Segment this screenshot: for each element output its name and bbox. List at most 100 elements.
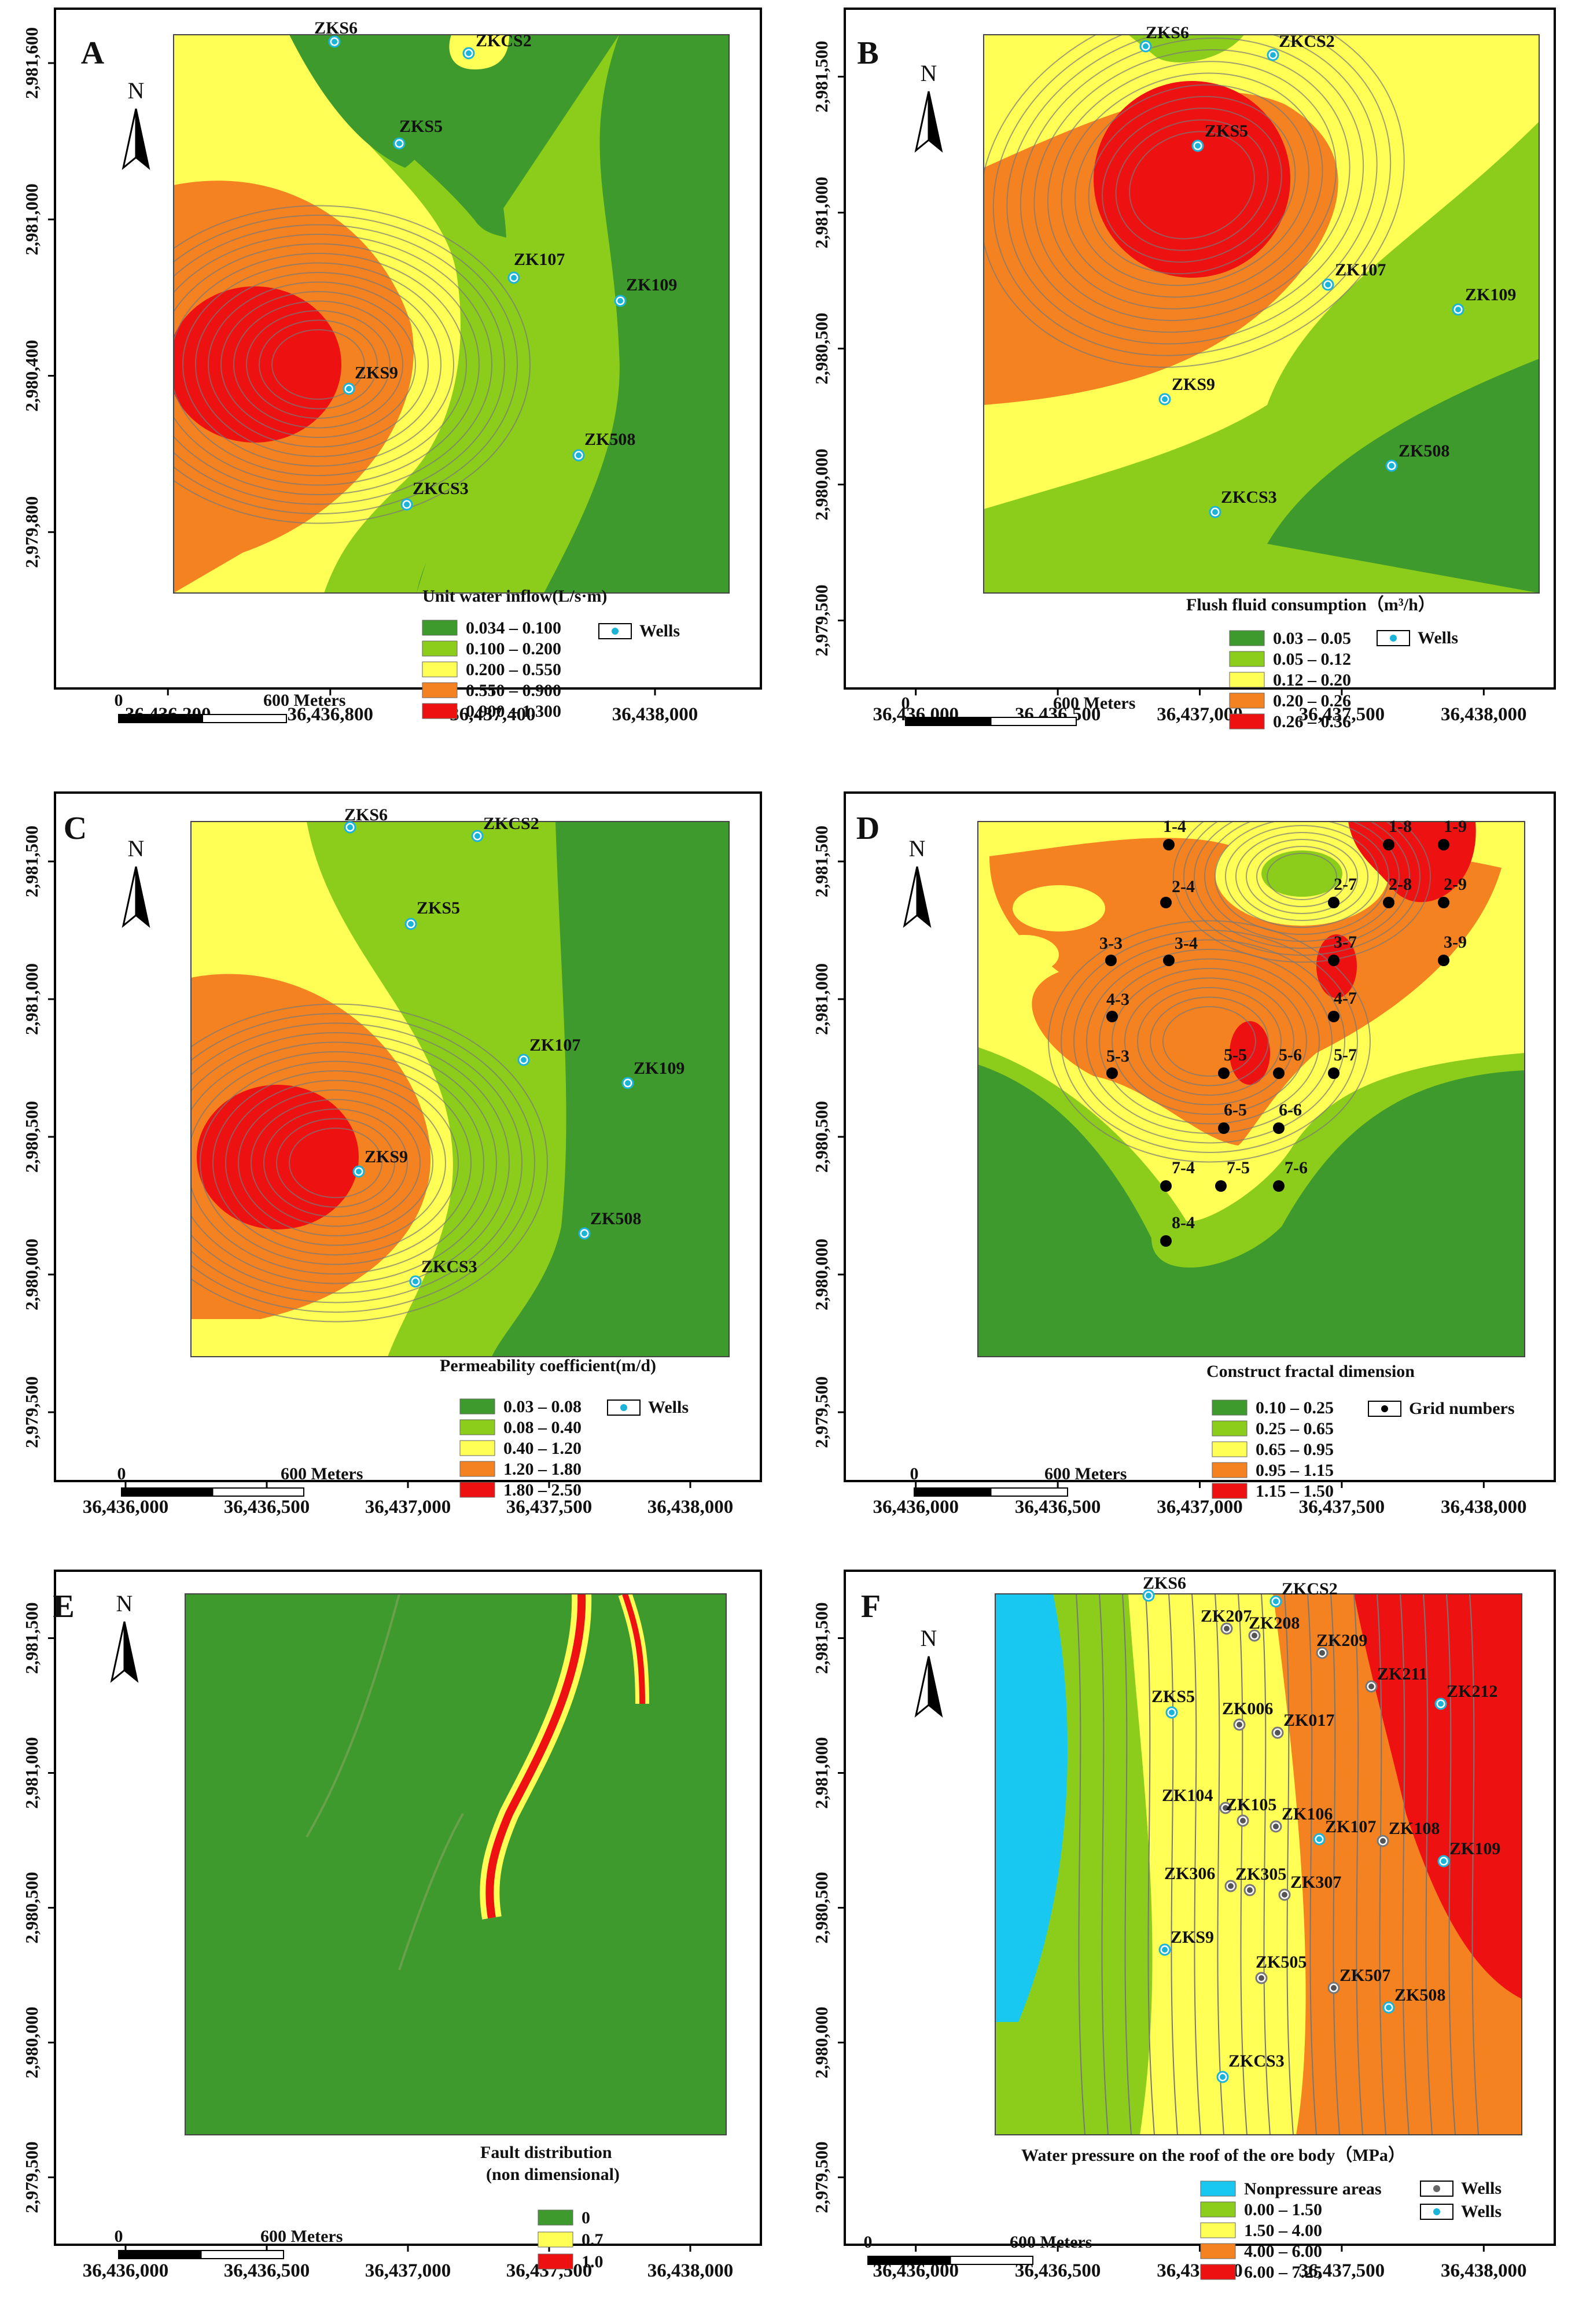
x-tick-label: 36,438,000: [1441, 2260, 1527, 2281]
north-arrow-icon: [122, 108, 150, 169]
well-marker-core: [1282, 1892, 1287, 1898]
well-label: ZKS9: [355, 363, 398, 382]
grid-point: [1273, 1180, 1285, 1192]
well-label: ZKS5: [1205, 121, 1248, 141]
well-marker-core: [582, 1231, 587, 1236]
panel-F: 36,436,000 36,436,500 36,437,000 36,437,500…: [811, 1570, 1556, 2282]
y-tick-label: 2,980,500: [811, 1101, 831, 1173]
north-label: N: [921, 60, 937, 86]
north-arrow-icon: [111, 1620, 138, 1682]
north-arrow-icon: [915, 90, 943, 152]
scale-bar-white: [950, 2256, 1033, 2265]
scale-zero: 0: [864, 2233, 873, 2252]
well-label: ZKS6: [1143, 1574, 1186, 1593]
north-label: N: [921, 1625, 937, 1651]
legend-symbol-dot: [1390, 635, 1397, 642]
y-tick-label: 2,981,000: [811, 177, 831, 249]
well-label: 3-9: [1444, 933, 1467, 952]
well-label: 2-7: [1334, 875, 1357, 894]
legend-label: 4.00 – 6.00: [1244, 2242, 1322, 2261]
grid-point: [1106, 1067, 1118, 1079]
y-tick-label: 2,981,500: [21, 826, 42, 897]
well-marker-core: [1270, 52, 1276, 58]
legend-swatch: [1212, 1483, 1248, 1499]
scale-bar-white: [202, 714, 287, 723]
well-label: ZKCS2: [483, 814, 539, 833]
y-tick-label: 2,980,500: [811, 313, 831, 385]
x-tick-label: 36,438,000: [1441, 1497, 1527, 1518]
well-marker-core: [1441, 1858, 1447, 1864]
grid-point: [1163, 955, 1175, 966]
well-label: ZK305: [1235, 1865, 1286, 1884]
well-marker-core: [1389, 463, 1394, 469]
scale-bar-black: [867, 2256, 951, 2265]
well-marker-core: [346, 386, 352, 392]
well-marker-core: [521, 1057, 527, 1063]
grid-point: [1438, 897, 1449, 908]
well-label: ZKS5: [1151, 1687, 1195, 1706]
grid-point: [1105, 955, 1117, 966]
well-marker-core: [356, 1169, 362, 1174]
well-marker-core: [1273, 1599, 1279, 1604]
well-label: ZKS6: [1146, 23, 1189, 42]
well-marker-core: [511, 275, 517, 281]
well-label: 3-3: [1099, 934, 1123, 953]
grid-point: [1328, 1067, 1340, 1079]
legend-swatch: [1200, 2222, 1236, 2238]
scale-label: 600 Meters: [1053, 694, 1135, 713]
grid-point: [1160, 1235, 1172, 1247]
well-marker-core: [1438, 1701, 1444, 1707]
north-arrow-icon: [122, 865, 150, 927]
legend-swatch: [422, 620, 458, 636]
well-label: 5-6: [1279, 1045, 1302, 1065]
well-marker-core: [1316, 1836, 1322, 1842]
legend-label: 0.10 – 0.25: [1256, 1398, 1334, 1417]
panel-letter: E: [53, 1589, 74, 1625]
well-label: ZKS9: [1172, 375, 1215, 394]
x-tick-label: 36,437,400: [450, 704, 536, 725]
well-label: 2-4: [1172, 877, 1195, 896]
legend-label: 0.100 – 0.200: [466, 639, 561, 658]
legend-title: Unit water inflow(L/s·m): [422, 587, 607, 606]
panel-letter: C: [64, 811, 87, 846]
well-label: ZK106: [1282, 1804, 1333, 1824]
well-marker-core: [474, 833, 480, 839]
legend-label: 0.00 – 1.50: [1244, 2200, 1322, 2219]
y-tick-label: 2,979,500: [21, 1376, 42, 1448]
legend-symbol-label: Wells: [1418, 628, 1458, 647]
legend-label: 0.550 – 0.900: [466, 681, 561, 700]
well-label: ZKS6: [314, 19, 358, 38]
well-label: 5-7: [1334, 1045, 1357, 1065]
y-tick-label: 2,979,500: [21, 2142, 42, 2213]
scale-label: 600 Meters: [1010, 2233, 1092, 2252]
well-label: ZK508: [1399, 441, 1449, 461]
well-label: ZK211: [1377, 1664, 1427, 1684]
y-tick-label: 2,980,000: [21, 1239, 42, 1310]
well-marker-core: [1247, 1887, 1253, 1893]
legend-swatch: [459, 1461, 495, 1477]
legend-symbol-dot: [612, 628, 619, 635]
x-tick-label: 36,436,000: [873, 1497, 959, 1518]
legend-swatch: [538, 2209, 573, 2226]
legend-symbol-label: Wells: [1461, 2179, 1502, 2198]
legend-swatch: [1212, 1420, 1248, 1437]
grid-point: [1273, 1122, 1285, 1134]
well-label: ZK108: [1389, 1819, 1440, 1838]
legend-label: 0.20 – 0.26: [1273, 691, 1351, 710]
well-label: ZK505: [1256, 1953, 1307, 1972]
grid-point: [1328, 897, 1340, 908]
y-tick-label: 2,980,000: [811, 2007, 831, 2079]
well-label: 1-8: [1389, 817, 1412, 836]
y-tick-label: 2,980,400: [21, 340, 42, 412]
panel-D: 36,436,000 36,436,500 36,437,000 36,437,500…: [811, 791, 1556, 1518]
grid-point: [1218, 1067, 1230, 1079]
well-label: ZK306: [1164, 1864, 1215, 1883]
scale-label: 600 Meters: [1044, 1464, 1127, 1483]
well-label: ZK109: [626, 275, 677, 294]
x-tick-label: 36,437,000: [1157, 704, 1243, 725]
well-label: ZKCS3: [421, 1257, 477, 1276]
well-label: ZKS9: [365, 1147, 408, 1166]
well-marker-core: [1319, 1650, 1325, 1656]
well-marker-core: [408, 921, 414, 927]
